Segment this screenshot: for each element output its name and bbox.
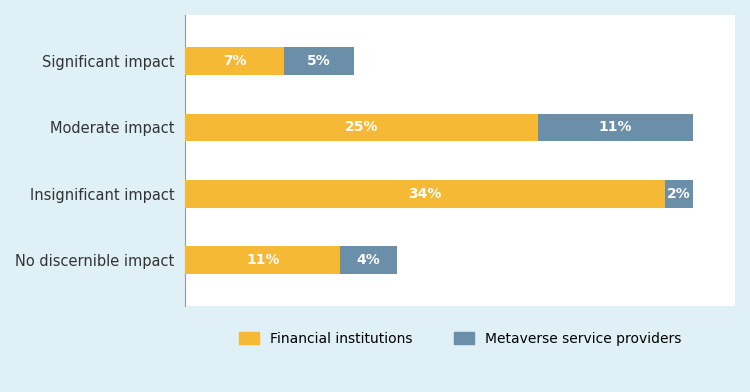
Bar: [664, 180, 693, 207]
Bar: [284, 47, 355, 75]
Legend: Financial institutions, Metaverse service providers: Financial institutions, Metaverse servic…: [234, 327, 686, 352]
Text: 7%: 7%: [223, 54, 247, 68]
Bar: [538, 114, 693, 142]
Text: 5%: 5%: [308, 54, 331, 68]
Bar: [185, 180, 664, 207]
Bar: [340, 246, 397, 274]
Text: 25%: 25%: [345, 120, 378, 134]
Text: 11%: 11%: [246, 253, 280, 267]
Text: 11%: 11%: [598, 120, 632, 134]
Bar: [185, 114, 538, 142]
Text: 34%: 34%: [408, 187, 442, 201]
Bar: [185, 47, 284, 75]
Text: 4%: 4%: [357, 253, 380, 267]
Bar: [185, 246, 340, 274]
Text: 2%: 2%: [667, 187, 691, 201]
